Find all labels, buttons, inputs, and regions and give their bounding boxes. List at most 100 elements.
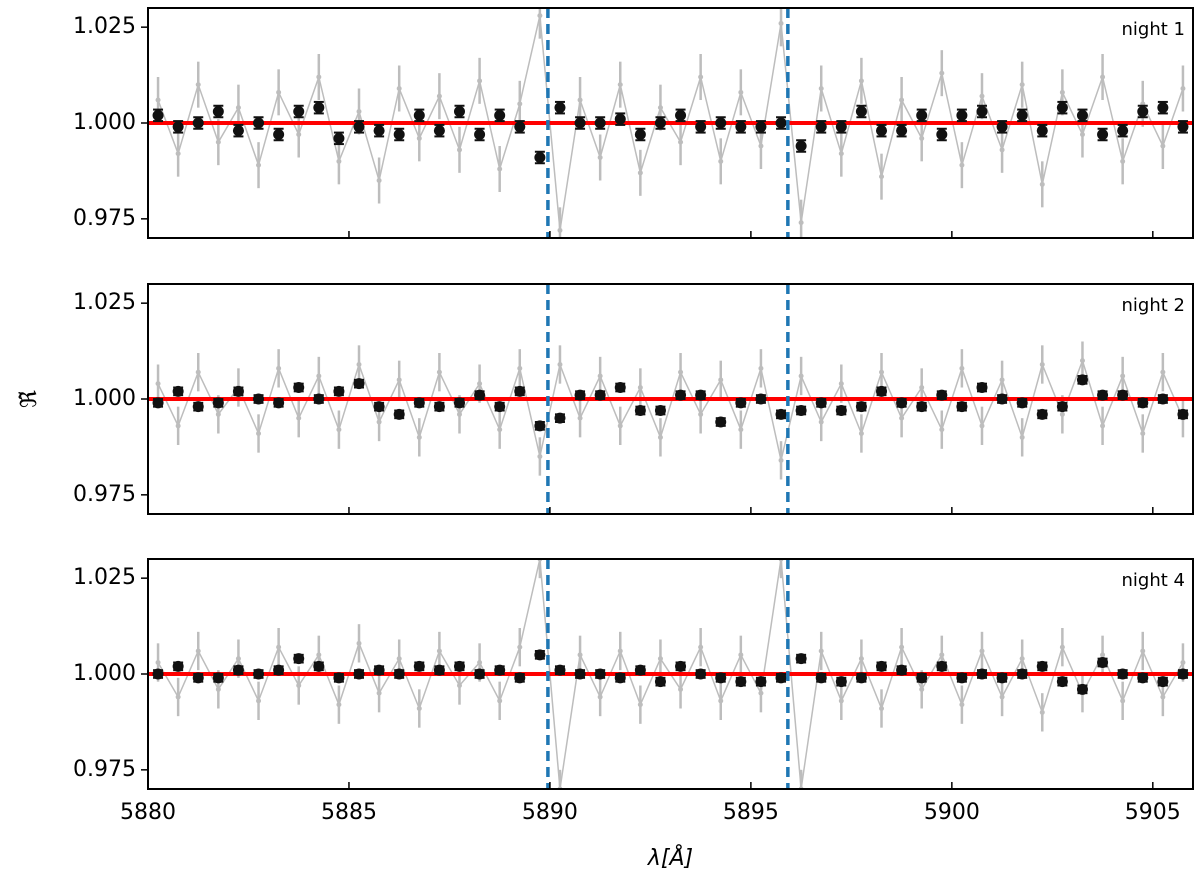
binned-point <box>1137 397 1149 409</box>
binned-point <box>916 401 928 413</box>
binned-point <box>192 401 204 413</box>
binned-point <box>956 672 968 684</box>
binned-point <box>996 393 1008 405</box>
raw-point <box>899 415 905 421</box>
raw-point <box>195 82 201 88</box>
binned-point <box>1097 389 1109 401</box>
raw-point <box>316 652 322 658</box>
raw-point <box>557 227 563 233</box>
binned-point <box>514 385 526 397</box>
binned-point <box>152 109 164 121</box>
raw-point <box>396 377 402 383</box>
binned-point <box>373 401 385 413</box>
raw-point <box>899 644 905 650</box>
raw-point <box>1100 652 1106 658</box>
binned-point <box>1056 676 1068 688</box>
raw-point <box>939 427 945 433</box>
binned-point <box>212 106 224 117</box>
raw-point <box>497 166 503 172</box>
binned-point <box>654 405 666 416</box>
raw-point <box>195 648 201 654</box>
raw-point <box>919 135 925 141</box>
x-tick-label: 5890 <box>522 800 578 825</box>
raw-point <box>1180 660 1186 665</box>
binned-point <box>876 125 888 137</box>
raw-point <box>698 644 704 650</box>
raw-point <box>436 369 442 375</box>
raw-point <box>999 377 1005 383</box>
x-tick-label: 5905 <box>1125 800 1181 825</box>
raw-point <box>738 427 744 433</box>
binned-point <box>1157 676 1169 688</box>
raw-point <box>1039 709 1045 715</box>
binned-point <box>1056 401 1068 413</box>
raw-point <box>597 373 603 379</box>
raw-point <box>416 706 422 711</box>
binned-point <box>433 125 445 137</box>
y-tick-label: 1.025 <box>73 565 136 590</box>
binned-point <box>1097 657 1109 668</box>
binned-point <box>795 140 807 152</box>
binned-point <box>192 117 204 129</box>
raw-point <box>456 411 462 417</box>
binned-point <box>1177 408 1189 420</box>
binned-point <box>393 408 405 420</box>
y-axis-label: ℜ̃ <box>17 390 42 408</box>
binned-point <box>1097 129 1109 140</box>
raw-point <box>276 89 282 95</box>
binned-point <box>494 109 506 121</box>
binned-point <box>453 106 465 117</box>
binned-point <box>293 106 305 117</box>
raw-point <box>537 454 543 459</box>
binned-point <box>273 397 285 409</box>
binned-point <box>433 401 445 413</box>
binned-point <box>333 672 345 684</box>
raw-point <box>1140 648 1146 654</box>
raw-point <box>517 365 523 371</box>
binned-point <box>172 660 184 672</box>
raw-point <box>959 702 965 708</box>
binned-point <box>916 109 928 121</box>
binned-point <box>1036 660 1048 672</box>
binned-point <box>1157 393 1169 405</box>
raw-point <box>416 135 422 141</box>
binned-point <box>835 405 847 416</box>
binned-point <box>253 393 265 405</box>
binned-point <box>896 397 908 409</box>
binned-point <box>594 668 606 680</box>
binned-point <box>976 106 988 117</box>
binned-point <box>775 672 787 684</box>
binned-point <box>373 125 385 137</box>
raw-point <box>376 178 382 183</box>
raw-point <box>456 147 462 153</box>
binned-point <box>675 660 687 672</box>
binned-point <box>775 408 787 420</box>
y-tick-label: 1.000 <box>73 386 136 411</box>
binned-point <box>634 405 646 416</box>
raw-point <box>396 86 402 91</box>
raw-point <box>436 93 442 99</box>
raw-point <box>637 702 643 708</box>
binned-point <box>1016 668 1028 680</box>
binned-point <box>855 106 867 117</box>
raw-point <box>336 427 342 433</box>
binned-point <box>735 676 747 688</box>
raw-point <box>979 93 985 99</box>
raw-point <box>979 423 985 429</box>
binned-point <box>474 389 486 401</box>
raw-point <box>517 644 523 650</box>
raw-point <box>858 78 864 84</box>
raw-point <box>1120 698 1126 704</box>
binned-point <box>1137 672 1149 684</box>
binned-point <box>554 102 566 114</box>
y-tick-label: 1.000 <box>73 110 136 135</box>
raw-point <box>497 698 503 704</box>
y-tick-label: 1.000 <box>73 661 136 686</box>
binned-point <box>494 664 506 676</box>
y-tick-label: 0.975 <box>73 757 136 782</box>
raw-point <box>376 419 382 425</box>
raw-point <box>1059 644 1065 650</box>
binned-point <box>333 385 345 397</box>
binned-point <box>876 385 888 397</box>
binned-point <box>293 653 305 665</box>
